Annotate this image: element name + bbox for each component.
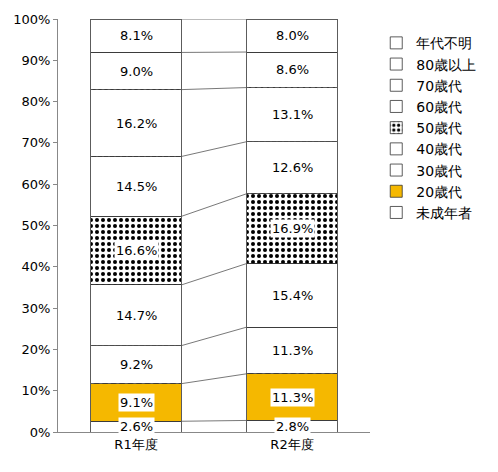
svg-text:70%: 70% [21, 135, 50, 150]
svg-text:80%: 80% [21, 94, 50, 109]
svg-text:9.0%: 9.0% [120, 64, 153, 79]
svg-text:70歳代: 70歳代 [416, 78, 462, 94]
svg-text:30%: 30% [21, 301, 50, 316]
svg-text:8.6%: 8.6% [276, 62, 309, 77]
svg-text:未成年者: 未成年者 [416, 205, 472, 221]
svg-text:年代不明: 年代不明 [416, 35, 472, 51]
svg-text:80歳以上: 80歳以上 [416, 57, 476, 73]
svg-text:9.2%: 9.2% [120, 357, 153, 372]
svg-text:11.3%: 11.3% [272, 343, 313, 358]
svg-text:14.5%: 14.5% [116, 179, 157, 194]
svg-text:R2年度: R2年度 [270, 437, 313, 452]
svg-text:50%: 50% [21, 218, 50, 233]
svg-text:20%: 20% [21, 342, 50, 357]
svg-text:R1年度: R1年度 [114, 437, 157, 452]
svg-text:30歳代: 30歳代 [416, 163, 462, 179]
svg-text:60歳代: 60歳代 [416, 99, 462, 115]
svg-text:2.8%: 2.8% [276, 419, 309, 434]
svg-text:16.6%: 16.6% [116, 243, 157, 258]
svg-text:40歳代: 40歳代 [416, 141, 462, 157]
svg-text:20歳代: 20歳代 [416, 184, 462, 200]
svg-text:13.1%: 13.1% [272, 107, 313, 122]
svg-text:90%: 90% [21, 53, 50, 68]
svg-text:60%: 60% [21, 177, 50, 192]
svg-text:50歳代: 50歳代 [416, 120, 462, 136]
svg-text:15.4%: 15.4% [272, 288, 313, 303]
svg-text:12.6%: 12.6% [272, 160, 313, 175]
svg-text:40%: 40% [21, 259, 50, 274]
svg-text:8.0%: 8.0% [276, 28, 309, 43]
svg-text:8.1%: 8.1% [120, 28, 153, 43]
svg-text:100%: 100% [13, 12, 50, 27]
svg-text:2.6%: 2.6% [120, 419, 153, 434]
svg-text:16.9%: 16.9% [272, 221, 313, 236]
svg-text:10%: 10% [21, 383, 50, 398]
svg-text:16.2%: 16.2% [116, 116, 157, 131]
svg-text:14.7%: 14.7% [116, 308, 157, 323]
svg-text:11.3%: 11.3% [272, 390, 313, 405]
svg-text:0%: 0% [30, 425, 51, 440]
svg-text:9.1%: 9.1% [120, 395, 153, 410]
